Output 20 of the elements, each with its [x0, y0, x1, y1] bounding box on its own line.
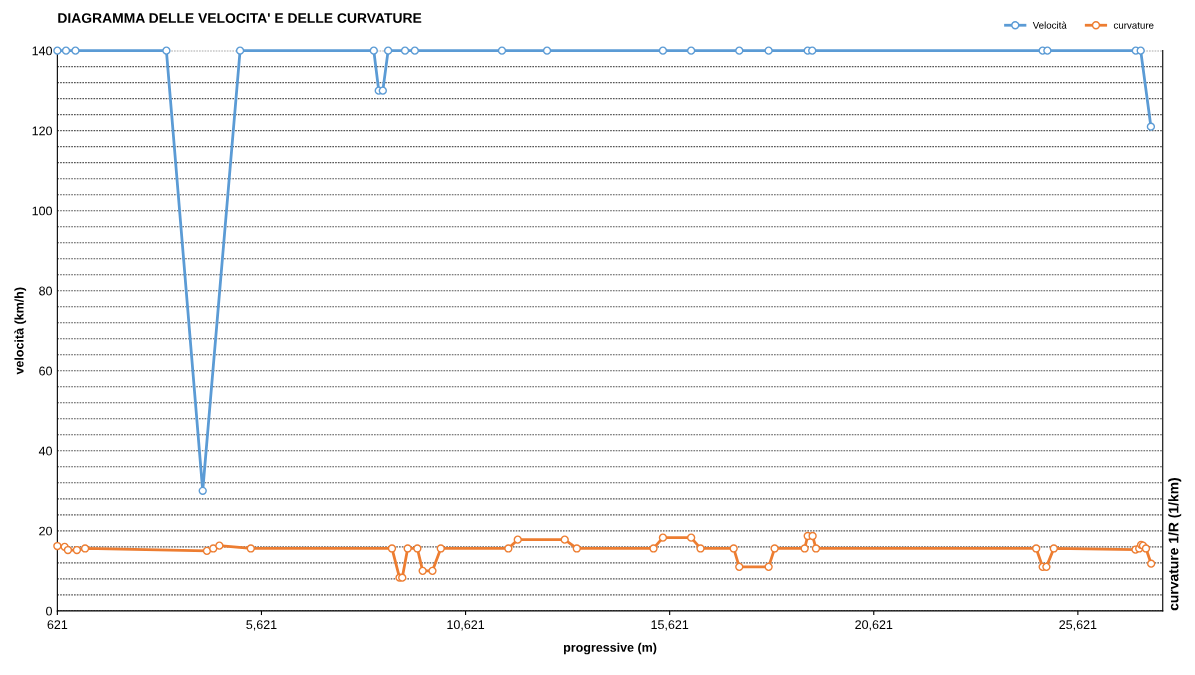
chart-title: DIAGRAMMA DELLE VELOCITA' E DELLE CURVATURE	[58, 13, 422, 23]
y-axis-title: velocità (km/h)	[14, 287, 27, 375]
y-tick-label: 120	[32, 126, 53, 136]
y-tick-label: 0	[46, 606, 53, 616]
x-tick-label: 20,621	[855, 620, 893, 631]
y-tick-label: 60	[39, 366, 53, 376]
x-tick-label: 25,621	[1059, 620, 1097, 631]
y-tick-label: 140	[32, 46, 53, 56]
y-tick-label: 100	[32, 206, 53, 216]
legend-label: Velocità	[1032, 21, 1067, 29]
x-tick-label: 621	[47, 620, 68, 630]
x-tick-label: 15,621	[651, 620, 689, 631]
y2-axis-title: curvature 1/R (1/km)	[1168, 478, 1182, 611]
y-tick-label: 80	[39, 286, 53, 296]
y-tick-label: 20	[39, 526, 53, 536]
x-axis-title: progressive (m)	[563, 642, 657, 655]
x-tick-label: 5,621	[246, 620, 277, 631]
y-tick-label: 40	[38, 446, 53, 456]
legend-label: curvature	[1113, 22, 1154, 29]
x-tick-label: 10,621	[447, 620, 485, 631]
